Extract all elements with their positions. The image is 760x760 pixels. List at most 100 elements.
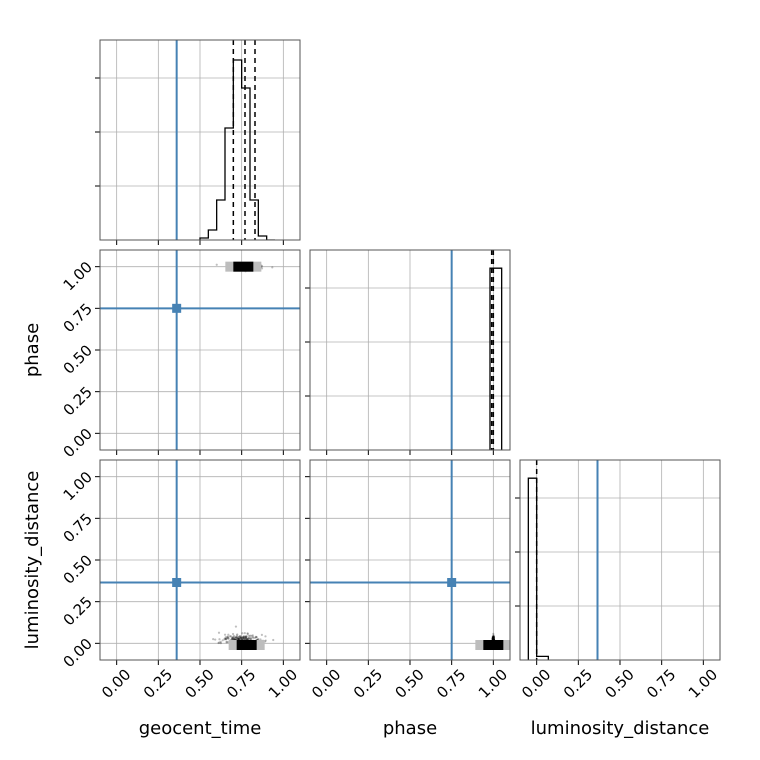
- scatter-point: [227, 637, 230, 640]
- scatter-point: [237, 637, 240, 641]
- scatter-point: [492, 635, 495, 639]
- x-axis-label-geocent_time: geocent_time: [139, 718, 262, 739]
- scatter-point: [226, 636, 229, 639]
- scatter-point: [492, 638, 495, 641]
- scatter-point: [491, 635, 494, 639]
- scatter-point: [254, 635, 257, 639]
- scatter-point: [232, 637, 235, 640]
- x-axis-label-luminosity_distance: luminosity_distance: [531, 718, 710, 739]
- scatter-point: [231, 637, 234, 640]
- scatter-point: [492, 636, 495, 639]
- scatter-point: [260, 267, 264, 270]
- scatter-point: [246, 632, 249, 635]
- scatter-point: [246, 632, 249, 636]
- scatter-point: [241, 637, 244, 640]
- scatter-point: [492, 635, 495, 638]
- scatter-point: [492, 637, 495, 640]
- scatter-point: [492, 637, 495, 640]
- scatter-point: [219, 642, 222, 645]
- scatter-point: [217, 641, 220, 645]
- scatter-point: [492, 636, 495, 639]
- scatter-point: [223, 633, 227, 636]
- scatter-point: [492, 636, 495, 639]
- scatter-point: [491, 637, 495, 640]
- scatter-point: [233, 638, 236, 641]
- scatter-point: [492, 637, 495, 641]
- scatter-point: [272, 638, 275, 642]
- scatter-point: [218, 641, 221, 644]
- scatter-point: [243, 638, 246, 641]
- x-axis-label-phase: phase: [383, 718, 437, 739]
- scatter-point: [234, 635, 237, 639]
- scatter-point: [492, 637, 495, 641]
- scatter-point: [231, 632, 235, 636]
- scatter-point: [239, 635, 242, 638]
- scatter-point: [244, 636, 247, 639]
- scatter-point: [491, 637, 494, 640]
- scatter-point: [239, 637, 242, 640]
- scatter-point: [492, 637, 495, 640]
- scatter-point: [242, 636, 245, 639]
- scatter-point: [225, 640, 228, 643]
- scatter-point: [253, 636, 257, 639]
- panel-frame: [519, 459, 721, 661]
- scatter-point: [247, 637, 250, 640]
- scatter-point: [242, 637, 246, 640]
- histogram-step: [489, 267, 503, 450]
- scatter-point: [492, 636, 495, 639]
- panel-frame: [99, 249, 301, 451]
- density-core: [483, 640, 504, 650]
- scatter-point: [237, 637, 240, 640]
- scatter-point: [492, 638, 495, 641]
- scatter-point: [247, 634, 250, 637]
- scatter-point: [491, 636, 495, 640]
- scatter-point: [491, 637, 495, 640]
- scatter-point: [491, 636, 494, 639]
- scatter-point: [218, 638, 221, 641]
- scatter-points: [212, 625, 275, 650]
- scatter-point: [264, 635, 267, 638]
- density-core: [233, 261, 254, 272]
- scatter-point: [250, 634, 253, 637]
- scatter-point: [251, 634, 254, 637]
- scatter-point: [237, 638, 240, 641]
- scatter-point: [226, 637, 230, 640]
- scatter-point: [248, 636, 251, 639]
- scatter-point: [492, 638, 495, 641]
- scatter-point: [492, 635, 495, 639]
- scatter-point: [242, 636, 245, 640]
- scatter-point: [492, 637, 495, 640]
- scatter-point: [235, 634, 238, 637]
- scatter-point: [238, 635, 241, 638]
- scatter-point: [491, 635, 494, 639]
- scatter-point: [242, 635, 246, 638]
- scatter-point: [491, 637, 495, 640]
- scatter-point: [230, 638, 233, 641]
- scatter-point: [492, 638, 495, 641]
- panel-frame: [99, 39, 301, 241]
- truth-marker: [172, 578, 182, 587]
- scatter-point: [225, 641, 228, 644]
- scatter-point: [240, 638, 244, 641]
- scatter-point: [239, 636, 243, 639]
- scatter-point: [243, 636, 247, 639]
- scatter-points: [215, 261, 274, 273]
- scatter-point: [227, 633, 230, 636]
- scatter-point: [241, 637, 244, 641]
- panel-phase-phase: [305, 249, 511, 455]
- scatter-point: [260, 633, 263, 636]
- scatter-point: [234, 625, 238, 628]
- scatter-point: [492, 637, 495, 641]
- scatter-point: [241, 632, 244, 635]
- scatter-point: [491, 637, 494, 640]
- scatter-point: [235, 635, 238, 639]
- panel-geocent_time-geocent_time: [95, 39, 301, 245]
- scatter-point: [231, 637, 234, 640]
- scatter-point: [491, 636, 495, 639]
- scatter-point: [491, 638, 494, 641]
- scatter-point: [232, 636, 235, 639]
- scatter-point: [232, 636, 236, 639]
- scatter-point: [224, 638, 227, 641]
- scatter-point: [271, 266, 274, 269]
